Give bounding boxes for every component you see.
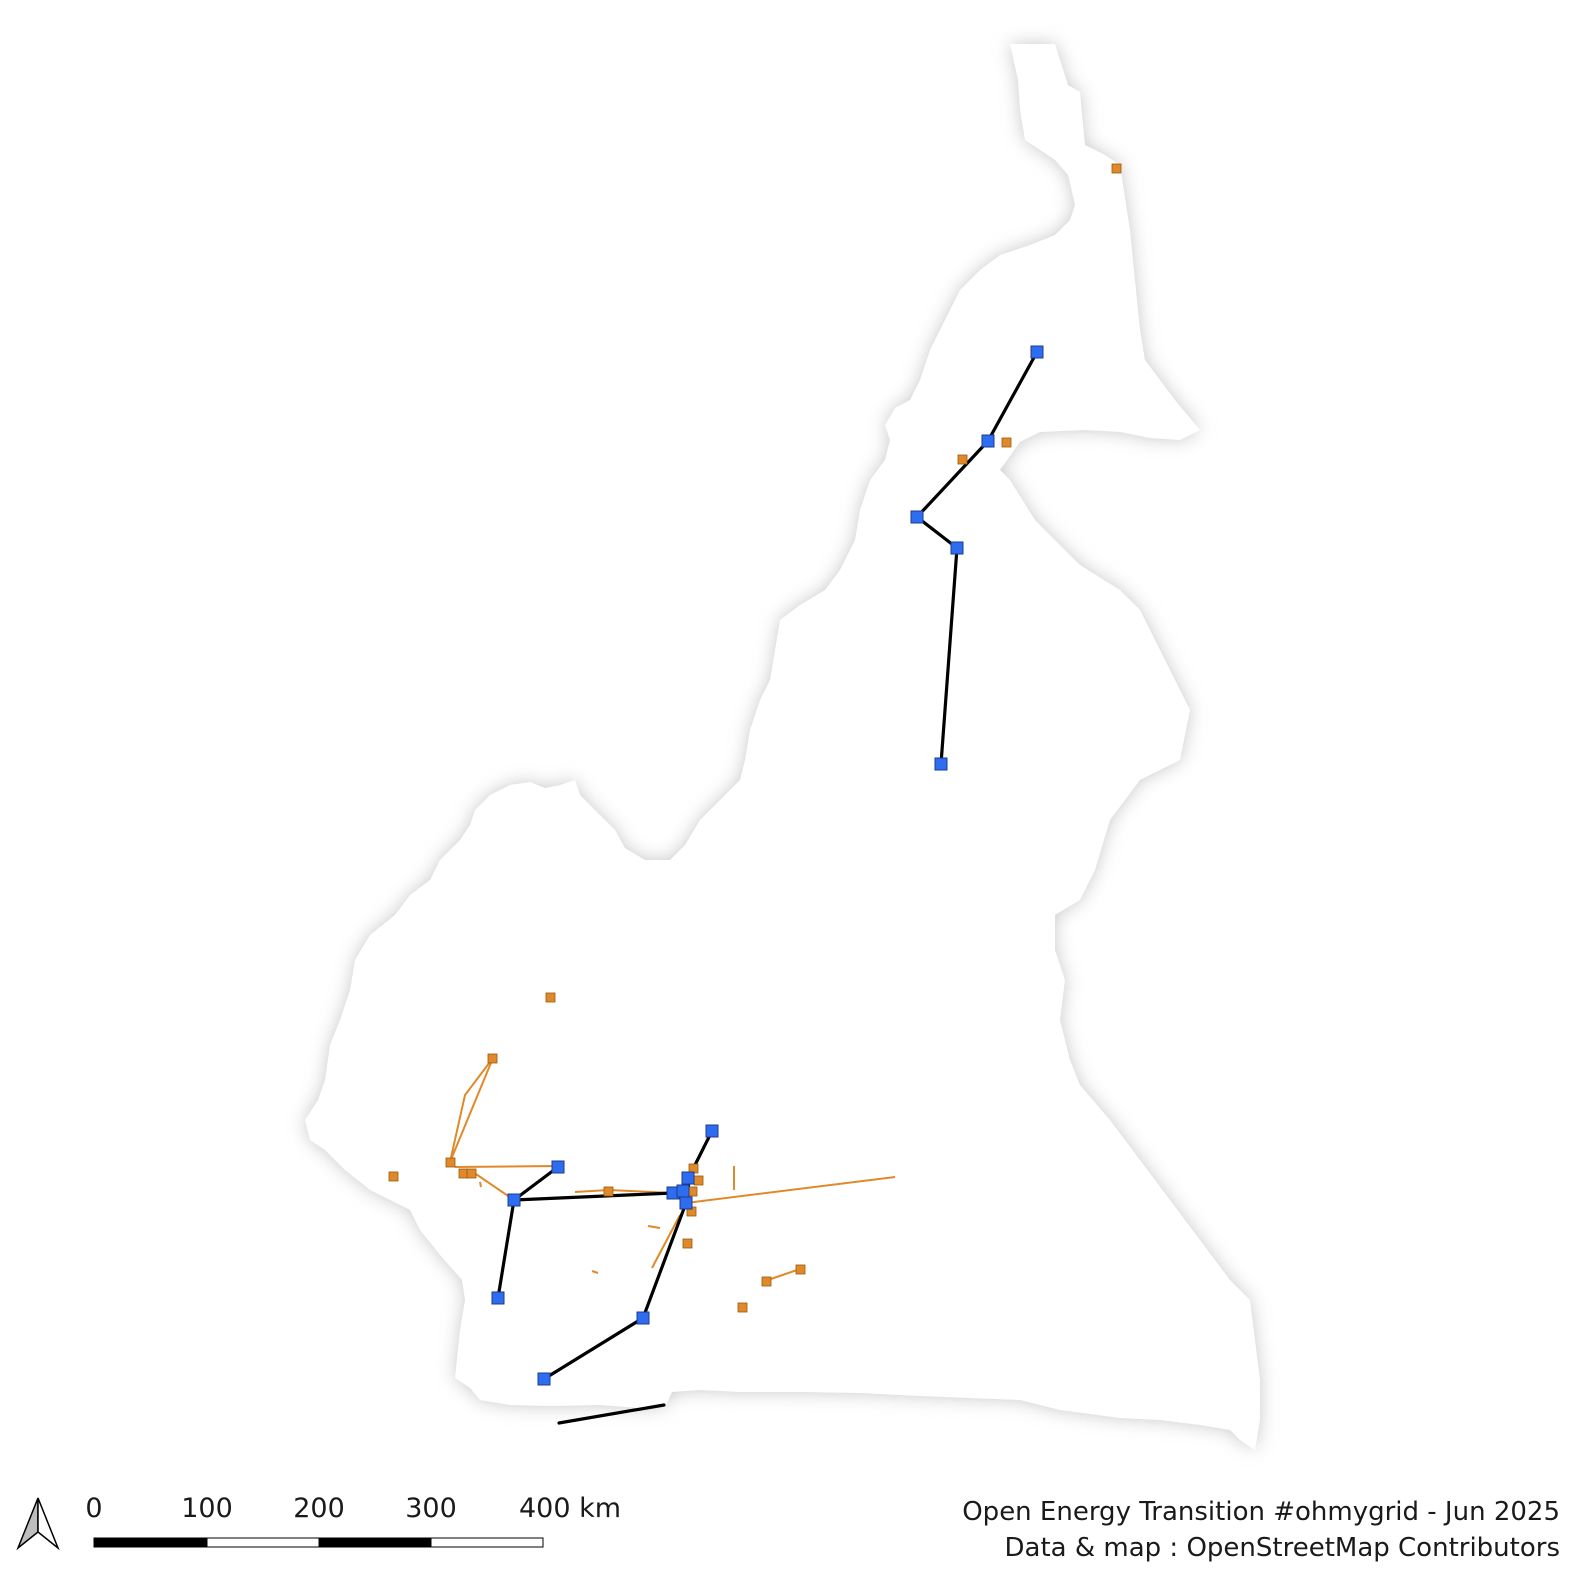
power-line (685, 1176, 896, 1204)
substation-marker (693, 1175, 704, 1186)
hv-substation-marker (491, 1291, 505, 1305)
substation-marker (1111, 163, 1122, 174)
power-line (651, 1214, 681, 1269)
substation-marker (445, 1157, 456, 1168)
scale-label-200: 200 (293, 1493, 345, 1524)
substation-marker (545, 992, 556, 1003)
hv-substation-marker (1030, 345, 1044, 359)
power-line (449, 1057, 494, 1163)
power-line (591, 1270, 599, 1274)
scale-label-100: 100 (181, 1493, 233, 1524)
hv-substation-marker (910, 510, 924, 524)
hv-substation-marker (551, 1160, 565, 1174)
substation-marker (603, 1186, 614, 1197)
scale-label-0: 0 (85, 1493, 102, 1524)
hv-substation-marker (705, 1124, 719, 1138)
scale-label-300: 300 (405, 1493, 457, 1524)
hv-substation-marker (950, 541, 964, 555)
north-arrow-icon (16, 1497, 60, 1551)
country-land (305, 44, 1260, 1450)
hv-substation-marker (981, 434, 995, 448)
substation-marker (682, 1238, 693, 1249)
substation-marker (466, 1168, 477, 1179)
substation-marker (737, 1302, 748, 1313)
substation-marker (761, 1276, 772, 1287)
hv-line (557, 1403, 666, 1425)
power-line (647, 1225, 661, 1229)
substation-marker (957, 454, 968, 465)
scale-segment (318, 1537, 432, 1548)
hv-substation-marker (934, 757, 948, 771)
substation-marker (487, 1053, 498, 1064)
substation-marker (795, 1264, 806, 1275)
other-power-lines (449, 1057, 896, 1282)
hv-substation-marker (537, 1372, 551, 1386)
scale-segment (430, 1537, 544, 1548)
scale-segment (93, 1537, 208, 1548)
power-line (454, 1165, 559, 1168)
substation-marker (388, 1171, 399, 1182)
hv-substation-marker (679, 1196, 693, 1210)
credit-title: Open Energy Transition #ohmygrid - Jun 2… (962, 1497, 1560, 1527)
hv-substation-marker (676, 1184, 690, 1198)
scale-segment (206, 1537, 320, 1548)
hv-substation-marker (636, 1311, 650, 1325)
substation-marker (1001, 437, 1012, 448)
power-line (479, 1181, 482, 1188)
scale-label-400: 400 km (519, 1493, 621, 1524)
credit-source: Data & map : OpenStreetMap Contributors (1004, 1533, 1560, 1563)
scale-bar: 0 100 200 300 400 km (85, 1493, 621, 1548)
hv-substations (491, 345, 1044, 1386)
power-line (449, 1057, 494, 1163)
power-line (469, 1169, 515, 1201)
hv-substation-marker (507, 1193, 521, 1207)
hv-substation-marker (681, 1171, 695, 1185)
